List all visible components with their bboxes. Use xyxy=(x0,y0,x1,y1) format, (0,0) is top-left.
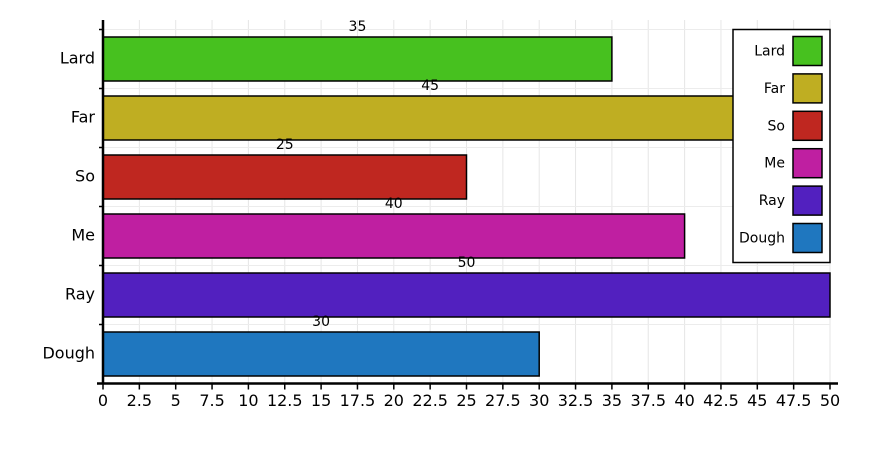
y-tick-label: Dough xyxy=(42,344,95,363)
y-tick-label: Far xyxy=(71,108,96,127)
legend-swatch xyxy=(792,35,823,67)
x-tick-label: 47.5 xyxy=(776,391,812,410)
legend-label: Dough xyxy=(739,231,785,247)
x-tick-label: 50 xyxy=(820,391,840,410)
x-tick-label: 35 xyxy=(602,391,622,410)
value-label: 50 xyxy=(458,255,476,271)
legend-swatch xyxy=(792,147,823,179)
legend-label: Lard xyxy=(754,44,785,60)
legend-swatch xyxy=(792,73,823,104)
x-tick-label: 0 xyxy=(98,391,108,410)
x-tick-label: 20 xyxy=(384,391,404,410)
legend-label: Far xyxy=(764,81,785,97)
bar xyxy=(102,331,540,377)
x-tick-label: 37.5 xyxy=(630,391,666,410)
x-tick-label: 2.5 xyxy=(127,391,152,410)
value-label: 35 xyxy=(349,19,367,35)
bar xyxy=(102,213,686,259)
legend-label: Ray xyxy=(759,193,785,209)
x-tick-label: 7.5 xyxy=(199,391,224,410)
legend-swatch xyxy=(792,185,823,216)
y-tick-label: Ray xyxy=(65,285,95,304)
x-tick-label: 12.5 xyxy=(267,391,303,410)
x-tick-label: 10 xyxy=(238,391,258,410)
legend-label: Me xyxy=(764,156,785,172)
x-tick-label: 40 xyxy=(674,391,694,410)
x-tick-label: 45 xyxy=(747,391,767,410)
x-tick-label: 25 xyxy=(456,391,476,410)
x-tick-label: 42.5 xyxy=(703,391,739,410)
x-tick-label: 15 xyxy=(311,391,331,410)
x-tick-label: 27.5 xyxy=(485,391,521,410)
value-label: 40 xyxy=(385,196,403,212)
bar xyxy=(102,36,613,82)
legend-label: So xyxy=(768,118,785,134)
x-tick-label: 30 xyxy=(529,391,549,410)
x-tick-label: 32.5 xyxy=(558,391,594,410)
bar xyxy=(102,154,468,200)
x-tick-label: 22.5 xyxy=(412,391,448,410)
bar xyxy=(102,272,831,318)
value-label: 25 xyxy=(276,137,294,153)
x-tick-label: 5 xyxy=(171,391,181,410)
value-label: 30 xyxy=(312,314,330,330)
y-tick-label: So xyxy=(75,167,95,186)
y-tick-label: Me xyxy=(71,226,95,245)
legend-swatch xyxy=(792,222,823,254)
value-label: 45 xyxy=(421,78,439,94)
bar xyxy=(102,95,759,141)
legend-swatch xyxy=(792,110,823,142)
y-tick-label: Lard xyxy=(60,49,95,68)
x-tick-label: 17.5 xyxy=(340,391,376,410)
